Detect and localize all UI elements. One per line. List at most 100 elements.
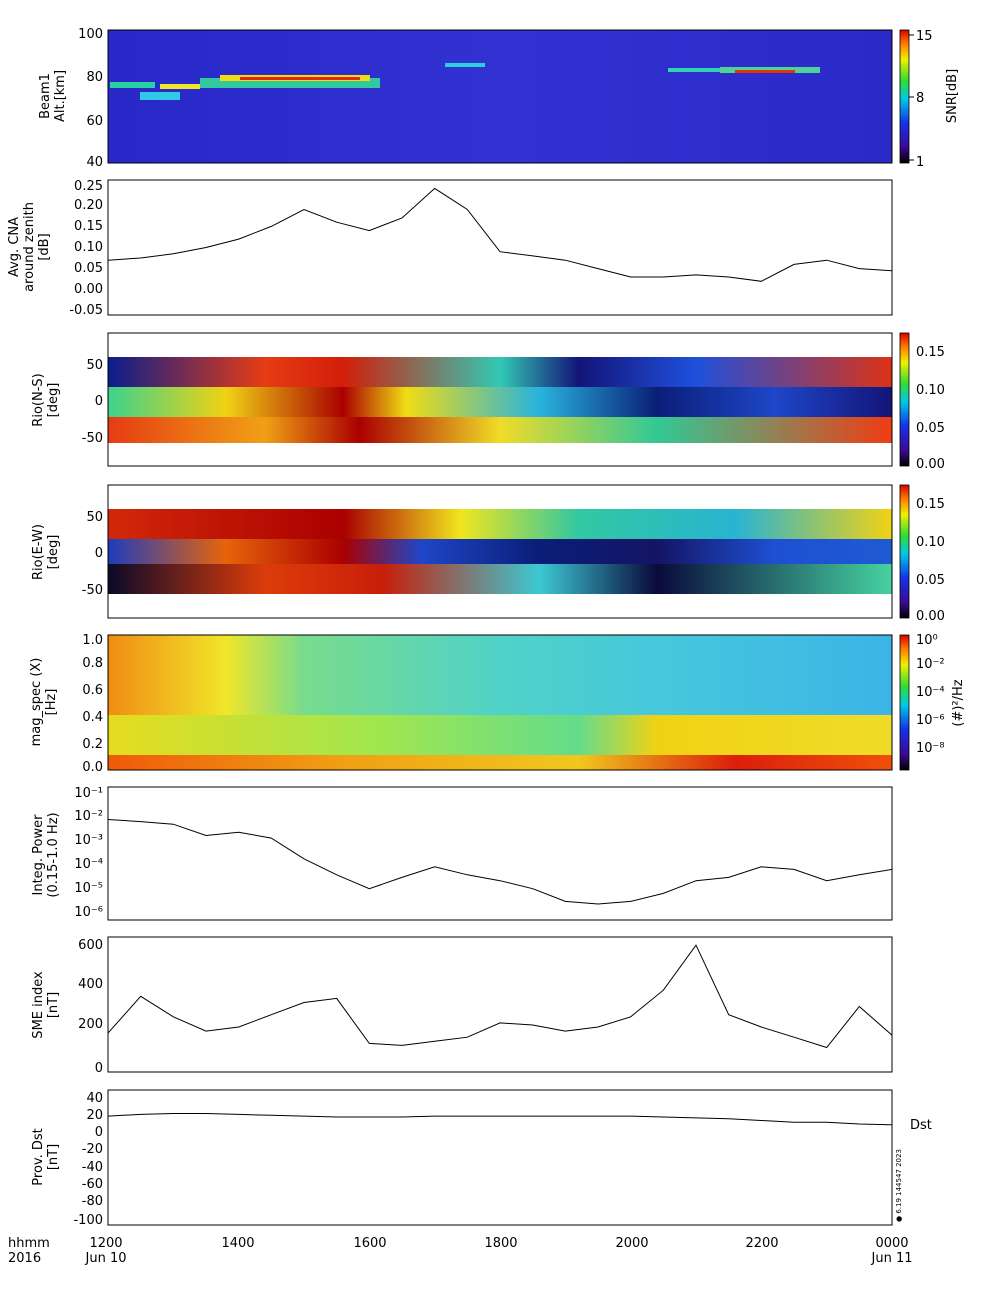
y-tick-label: 0 [95, 546, 103, 561]
rio-ns-band-top [108, 357, 892, 387]
snr-colorbar-tick: 15 [916, 29, 933, 44]
snr-colorbar [899, 29, 910, 164]
rio-ew-colorbar-tick: 0.10 [916, 535, 945, 550]
mag-spec-colorbar-tick: 10⁻² [916, 657, 945, 672]
y-tick-label: -80 [82, 1194, 103, 1209]
y-tick-label: 0.00 [74, 282, 103, 297]
panel-sme-index: 600 400 200 0 SME index [nT] [31, 936, 893, 1076]
y-tick-label: 0.8 [82, 656, 103, 671]
mag-spec-colorbar-tick: 10⁻⁴ [916, 685, 945, 700]
integ-power-series-line [107, 819, 893, 905]
y-tick-label: 200 [78, 1017, 103, 1032]
dst-series-label: Dst [910, 1118, 932, 1133]
y-tick-label: 10⁻⁶ [74, 905, 103, 920]
y-axis-label: [deg] [46, 383, 61, 418]
rio-ns-colorbar-tick: 0.15 [916, 345, 945, 360]
y-tick-label: -0.05 [69, 303, 103, 318]
y-axis-label: around zenith [22, 202, 37, 292]
x-tick-label: 1400 [221, 1236, 254, 1251]
x-tick-label: 1600 [353, 1236, 386, 1251]
y-tick-label: 0.0 [82, 760, 103, 775]
y-tick-label: -50 [82, 431, 103, 446]
snr-colorbar-label: SNR[dB] [945, 69, 960, 123]
y-tick-label: -40 [82, 1160, 103, 1175]
snr-heatmap-background [108, 30, 892, 163]
x-axis-left-label: hhmm [8, 1236, 50, 1251]
sme-series-line [107, 944, 893, 1049]
dst-series-line [107, 1113, 893, 1126]
y-axis-label: Integ. Power [31, 814, 46, 896]
rio-ns-colorbar [899, 332, 910, 467]
rio-ns-colorbar-tick: 0.10 [916, 383, 945, 398]
y-tick-label: 400 [78, 977, 103, 992]
x-tick-label: 2200 [745, 1236, 778, 1251]
x-axis: hhmm 2016 1200 1400 1600 1800 2000 2200 … [8, 1236, 913, 1266]
y-tick-label: 10⁻⁴ [74, 857, 103, 872]
y-axis-label: Prov. Dst [31, 1128, 46, 1185]
cna-series-line [107, 187, 893, 282]
panel-beam1-snr: 15 8 1 SNR[dB] 100 80 60 40 Beam1 Alt.[k… [38, 27, 960, 170]
y-tick-label: 0.15 [74, 219, 103, 234]
y-axis-label: Rio(N-S) [31, 373, 46, 426]
snr-frame [107, 29, 893, 164]
y-tick-label: 600 [78, 938, 103, 953]
y-axis-label: [nT] [46, 1144, 61, 1170]
rio-ns-band-mid [108, 387, 892, 417]
rio-ew-colorbar [899, 484, 910, 619]
rio-ns-band-bottom [108, 417, 892, 443]
y-axis-label: SME index [31, 971, 46, 1039]
y-tick-label: 0 [95, 1125, 103, 1140]
rio-ew-band-top [108, 509, 892, 539]
dst-frame [107, 1089, 893, 1226]
y-tick-label: 50 [86, 510, 103, 525]
panel-mag-spec: 10⁰ 10⁻² 10⁻⁴ 10⁻⁶ 10⁻⁸ (#)²/Hz 1.0 0.8 … [29, 633, 966, 775]
panel-prov-dst: Dst 40 20 0 -20 -40 -60 -80 -100 Prov. D… [31, 1089, 932, 1228]
y-tick-label: 100 [78, 27, 103, 42]
y-tick-label: 10⁻⁵ [74, 881, 103, 896]
y-tick-label: 50 [86, 358, 103, 373]
y-tick-label: 40 [86, 1091, 103, 1106]
y-tick-label: 0.05 [74, 261, 103, 276]
y-tick-label: 0 [95, 1061, 103, 1076]
y-tick-label: 0.6 [82, 683, 103, 698]
x-date-label: Jun 10 [85, 1251, 127, 1266]
integ-power-frame [107, 786, 893, 921]
y-tick-label: 40 [86, 155, 103, 170]
stamp-text: ● 6.19 144547 2023 [895, 1149, 903, 1222]
x-tick-label: 1200 [89, 1236, 122, 1251]
x-tick-label: 0000 [875, 1236, 908, 1251]
y-axis-label: [dB] [37, 233, 52, 260]
x-axis-left-label: 2016 [8, 1251, 41, 1266]
panel-rio-ew: 0.15 0.10 0.05 0.00 50 0 -50 Rio(E-W) [d… [31, 484, 945, 624]
rio-ns-colorbar-tick: 0.05 [916, 421, 945, 436]
y-axis-label: mag_spec (X) [29, 658, 44, 747]
snr-echo-layer [110, 63, 820, 100]
y-tick-label: 0.4 [82, 710, 103, 725]
y-tick-label: 20 [86, 1108, 103, 1123]
mag-spec-band-low [108, 715, 892, 755]
rio-ew-band-mid [108, 539, 892, 564]
y-tick-label: 0.2 [82, 737, 103, 752]
mag-spec-colorbar-tick: 10⁰ [916, 633, 938, 648]
x-date-label: Jun 11 [871, 1251, 913, 1266]
snr-colorbar-tick: 1 [916, 155, 924, 170]
rio-ew-colorbar-tick: 0.00 [916, 609, 945, 624]
cna-frame [107, 179, 893, 316]
rio-ns-frame [107, 332, 893, 467]
rio-ns-colorbar-tick: 0.00 [916, 457, 945, 472]
y-axis-label: Alt.[km] [53, 70, 68, 122]
y-tick-label: 10⁻³ [74, 833, 103, 848]
y-tick-label: 0.25 [74, 179, 103, 194]
snr-colorbar-tick: 8 [916, 91, 924, 106]
y-tick-label: -100 [73, 1213, 103, 1228]
mag-spec-colorbar-tick: 10⁻⁶ [916, 713, 945, 728]
mag-spec-frame [107, 634, 893, 771]
y-tick-label: 60 [86, 114, 103, 129]
y-axis-label: Rio(E-W) [31, 524, 46, 580]
y-tick-label: -20 [82, 1142, 103, 1157]
y-tick-label: -60 [82, 1177, 103, 1192]
y-tick-label: 1.0 [82, 633, 103, 648]
y-tick-label: 10⁻¹ [74, 786, 103, 801]
panel-integ-power: 10⁻¹ 10⁻² 10⁻³ 10⁻⁴ 10⁻⁵ 10⁻⁶ Integ. Pow… [31, 786, 893, 921]
